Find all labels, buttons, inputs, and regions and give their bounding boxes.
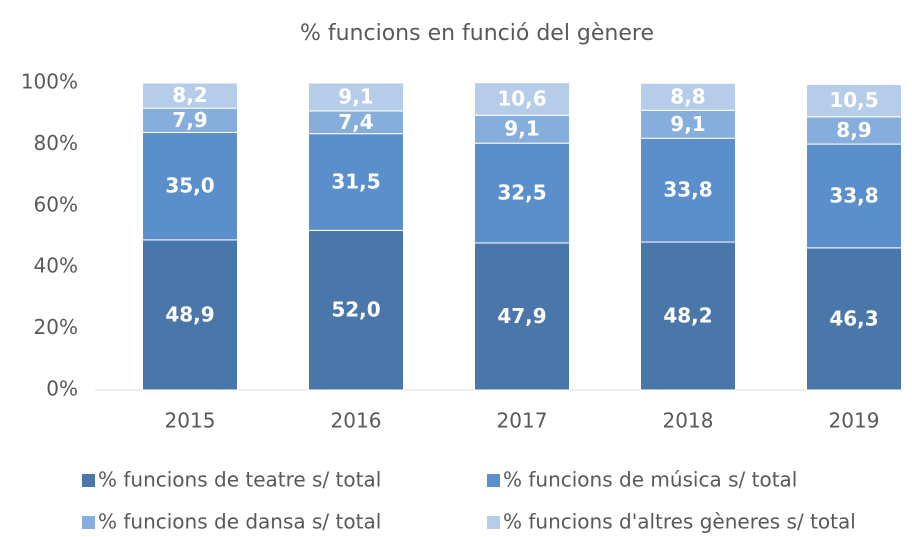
data-label: 9,1: [504, 117, 539, 141]
data-label: 8,2: [172, 83, 207, 107]
x-tick-label: 2018: [663, 409, 714, 433]
data-label: 8,9: [836, 118, 871, 142]
data-label: 7,9: [172, 108, 207, 132]
legend-label: % funcions de teatre s/ total: [98, 468, 381, 492]
data-label: 31,5: [331, 170, 380, 194]
bar-segment: [806, 143, 902, 249]
data-label: 48,2: [663, 304, 712, 328]
bar-segment: [142, 239, 238, 391]
data-label: 9,1: [338, 84, 373, 108]
bar-segment: [308, 82, 404, 112]
data-label: 33,8: [663, 178, 712, 202]
data-label: 8,8: [670, 84, 705, 108]
bar-segment: [806, 116, 902, 145]
legend-label: % funcions d'altres gèneres s/ total: [503, 510, 856, 534]
data-label: 9,1: [670, 112, 705, 136]
data-label: 7,4: [338, 110, 373, 134]
bar-segment: [308, 229, 404, 391]
x-tick-label: 2016: [331, 409, 382, 433]
x-tick-label: 2015: [165, 409, 216, 433]
legend-swatch: [82, 474, 95, 487]
bar-segment: [142, 82, 238, 109]
y-tick-label: 100%: [21, 70, 78, 94]
chart-title: % funcions en funció del gènere: [300, 21, 654, 46]
data-label: 47,9: [497, 304, 546, 328]
bar-segment: [474, 142, 570, 244]
bar-segment: [474, 82, 570, 116]
data-label: 35,0: [165, 174, 214, 198]
y-tick-label: 0%: [46, 377, 78, 401]
data-label: 32,5: [497, 181, 546, 205]
y-tick-label: 80%: [34, 131, 78, 155]
legend-swatch: [82, 516, 95, 529]
bar-segment: [142, 131, 238, 241]
legend-swatch: [487, 516, 500, 529]
data-label: 33,8: [829, 183, 878, 207]
bar-segment: [806, 84, 902, 118]
data-label: 10,6: [497, 86, 546, 110]
bar-segment: [474, 242, 570, 391]
y-tick-label: 40%: [34, 254, 78, 278]
data-label: 52,0: [331, 298, 380, 322]
x-tick-label: 2019: [829, 409, 880, 433]
data-label: 10,5: [829, 88, 878, 112]
x-tick-label: 2017: [497, 409, 548, 433]
y-tick-label: 60%: [34, 192, 78, 216]
bar-segment: [308, 133, 404, 231]
bar-segment: [640, 137, 736, 243]
data-label: 48,9: [165, 302, 214, 326]
legend-label: % funcions de dansa s/ total: [98, 510, 381, 534]
legend-label: % funcions de música s/ total: [503, 468, 797, 492]
y-tick-label: 20%: [34, 315, 78, 339]
bar-segment: [806, 247, 902, 391]
bar-segment: [640, 241, 736, 391]
legend-swatch: [487, 474, 500, 487]
data-label: 46,3: [829, 306, 878, 330]
bar-segment: [640, 82, 736, 111]
